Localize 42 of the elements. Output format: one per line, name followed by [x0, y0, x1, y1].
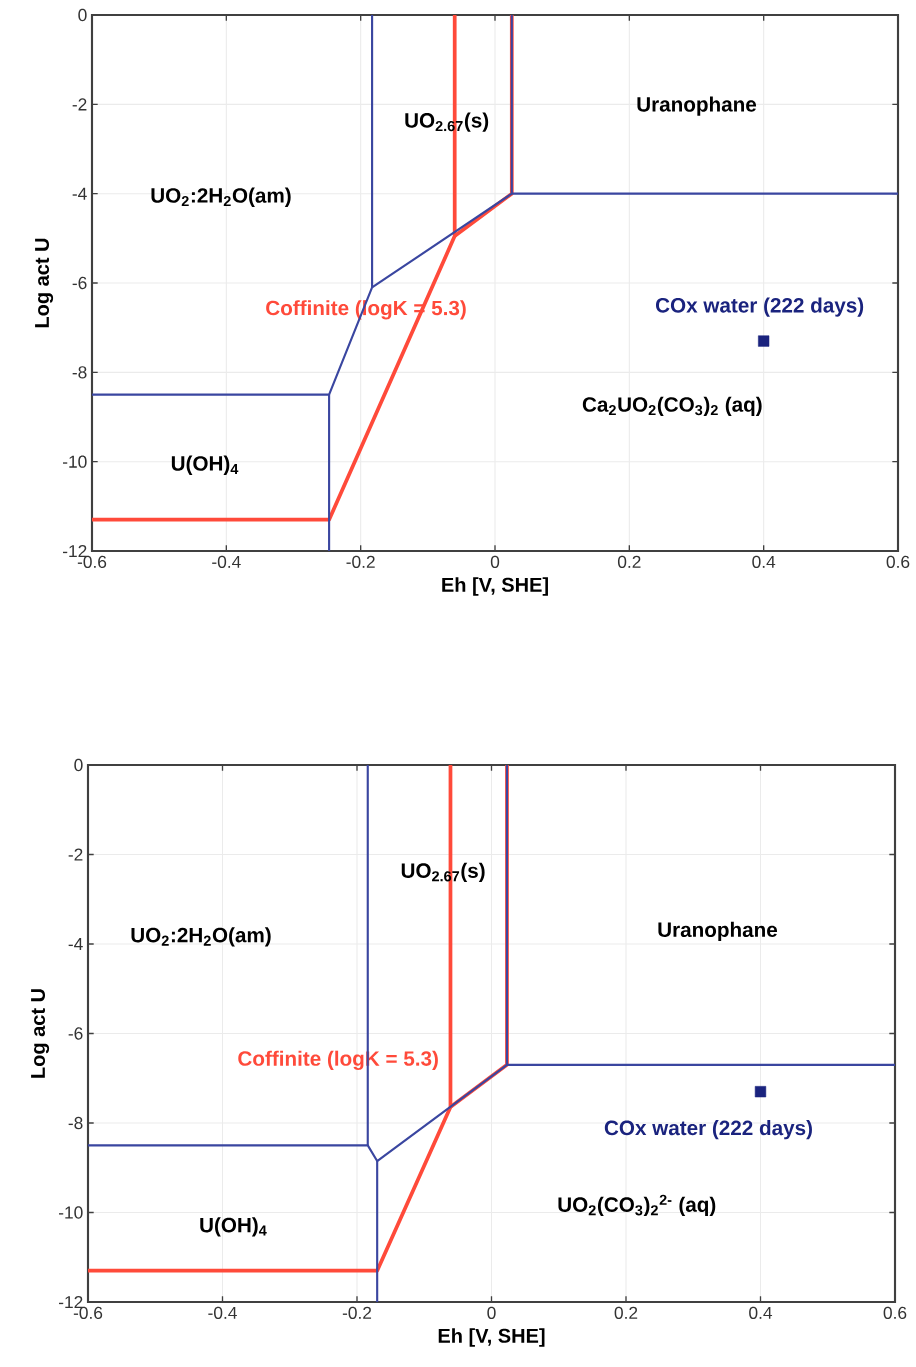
x-tick-label: -0.4: [208, 1306, 237, 1319]
y-tick-label: -12: [59, 1295, 83, 1309]
x-tick-label: -0.4: [212, 555, 241, 568]
y-tick-label: -6: [68, 1027, 83, 1040]
annotation: UO$_{2}$(CO$_{3}$)$_{2}$$^{2-}$ (aq): [558, 1194, 716, 1217]
x-tick-label: -0.6: [77, 555, 107, 568]
y-tick-label: -6: [72, 276, 87, 290]
x-tick-label: 0.6: [883, 1306, 907, 1319]
x-axis-title: Eh [V, SHE]: [438, 1328, 545, 1347]
y-axis-title: Log act U: [31, 989, 50, 1078]
y-tick-label: -4: [72, 187, 87, 200]
annotation: U(OH)$_{4}$: [200, 1217, 267, 1237]
y-tick-label: -8: [72, 366, 87, 379]
annotation: Uranophane: [658, 921, 778, 942]
x-tick-label: -0.2: [346, 555, 375, 568]
x-tick-label: 0.4: [749, 1306, 773, 1319]
annotation: U(OH)$_{4}$: [171, 455, 239, 475]
annotation: UO$_{2}$:2H$_{2}$O(am): [151, 187, 291, 207]
y-tick-label: -12: [63, 544, 87, 558]
y-tick-label: -8: [68, 1116, 83, 1130]
y-tick-label: 0: [74, 758, 83, 772]
x-tick-label: 0: [487, 1306, 496, 1319]
x-tick-label: 0.2: [614, 1306, 638, 1319]
x-tick-label: 0.4: [752, 555, 776, 568]
annotation: Uranophane: [637, 96, 757, 116]
y-tick-label: -2: [68, 848, 83, 861]
x-axis-title: Eh [V, SHE]: [442, 577, 548, 596]
y-axis-title: Log act U: [35, 238, 54, 328]
y-tick-label: -2: [72, 98, 87, 111]
x-tick-label: 0: [490, 555, 500, 568]
y-tick-label: -10: [59, 1206, 83, 1219]
y-tick-label: -10: [63, 455, 87, 468]
y-tick-label: -4: [68, 938, 83, 950]
x-tick-label: -0.6: [73, 1306, 103, 1319]
text: Ca$_{2}$UO$_{2}$(CO$_{3}$)$_{2}$ (aq): [582, 396, 762, 416]
text: COx water (222 days): [604, 1120, 812, 1140]
x-tick-label: 0.2: [617, 555, 641, 568]
annotation: UO$_{2}$:2H$_{2}$O(am): [131, 927, 271, 947]
x-tick-label: 0.6: [886, 555, 910, 568]
series-label: COx water (222 days): [656, 297, 864, 317]
y-tick-label: 0: [78, 8, 87, 22]
x-tick-label: -0.2: [342, 1306, 372, 1319]
